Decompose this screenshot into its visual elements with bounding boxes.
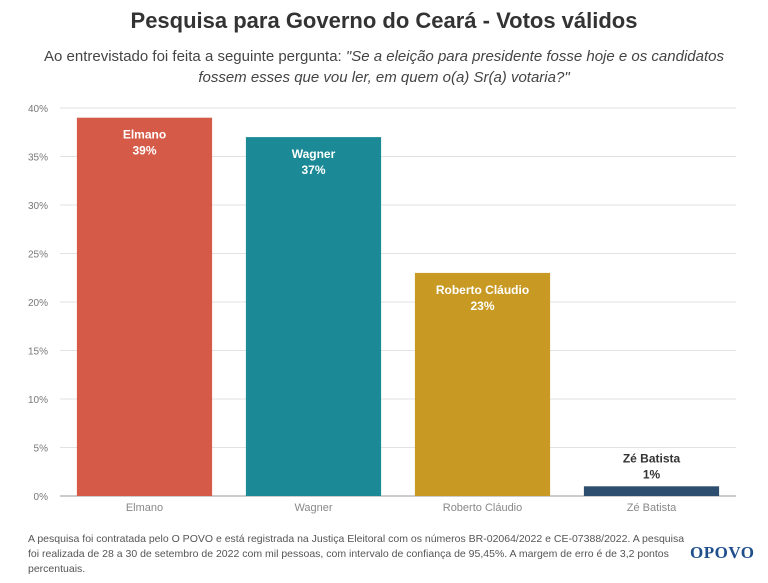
y-tick-label: 25%	[28, 250, 48, 261]
x-tick-label: Elmano	[126, 502, 163, 514]
subtitle-question: "Se a eleição para presidente fosse hoje…	[198, 48, 724, 86]
bar-data-label-value: 23%	[470, 299, 494, 313]
y-tick-label: 30%	[28, 201, 48, 212]
x-tick-label: Roberto Cláudio	[443, 502, 523, 514]
bar-data-label-value: 37%	[301, 163, 325, 177]
bar-chart: 0% 5% 10% 15% 20% 25% 30% 35% 40% Elmano 39% Elmano…	[28, 104, 736, 514]
chart-subtitle: Ao entrevistado foi feita a seguinte per…	[20, 46, 748, 88]
y-tick-label: 35%	[28, 153, 48, 164]
subtitle-prefix: Ao entrevistado foi feita a seguinte per…	[44, 48, 346, 65]
bar-data-label-name: Elmano	[123, 128, 166, 142]
y-tick-label: 10%	[28, 395, 48, 406]
bar-data-label-value: 39%	[132, 144, 156, 158]
opovo-logo: OPOVO	[690, 543, 755, 562]
x-tick-label: Wagner	[294, 502, 332, 514]
bar-data-label-value: 1%	[643, 467, 661, 481]
y-tick-label: 15%	[28, 347, 48, 358]
y-tick-label: 5%	[34, 444, 49, 455]
bar	[76, 117, 213, 496]
y-tick-label: 20%	[28, 298, 48, 309]
x-tick-label: Zé Batista	[627, 502, 677, 514]
bar-data-label-name: Zé Batista	[623, 451, 681, 465]
footnote: A pesquisa foi contratada pelo O POVO e …	[28, 533, 685, 575]
y-tick-label: 0%	[34, 492, 49, 503]
bar-data-label-name: Wagner	[292, 147, 336, 161]
bar	[414, 272, 551, 496]
y-tick-label: 40%	[28, 104, 48, 115]
chart-title: Pesquisa para Governo do Ceará - Votos v…	[130, 8, 638, 33]
bar-data-label-name: Roberto Cláudio	[436, 283, 529, 297]
bar	[245, 137, 382, 496]
bar	[583, 486, 720, 496]
